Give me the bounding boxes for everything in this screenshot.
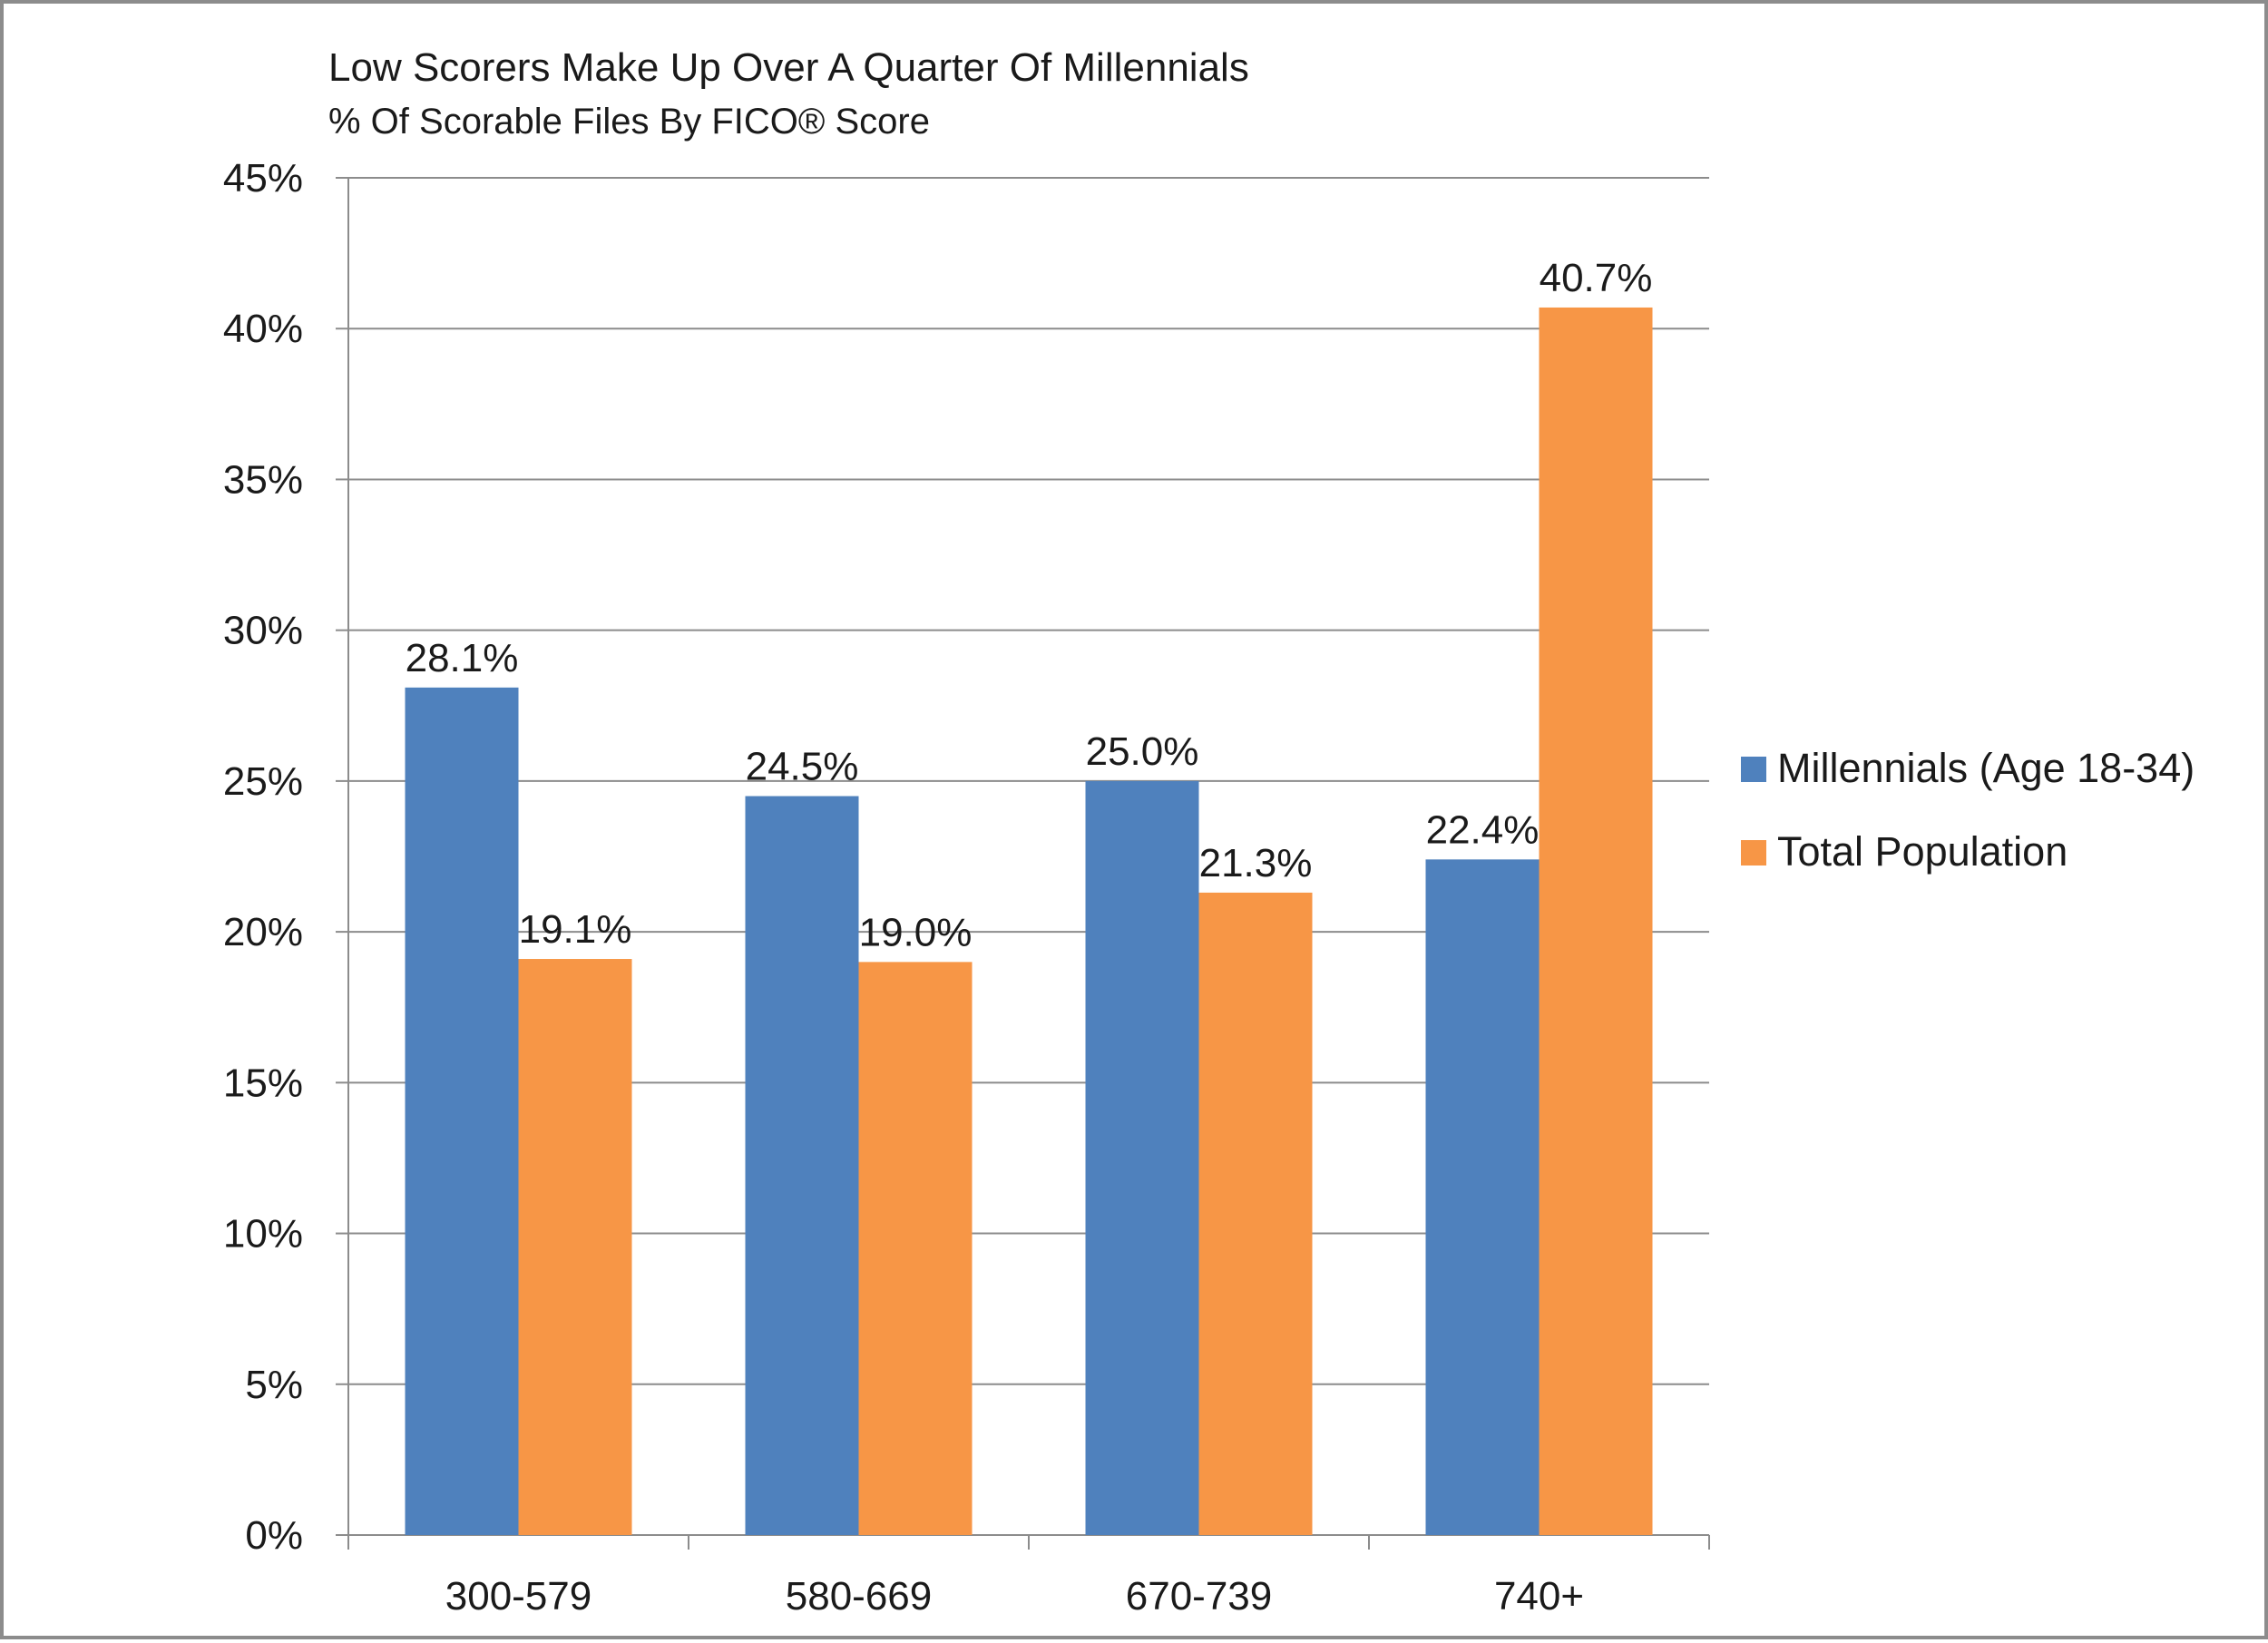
y-tick-label: 25% [223, 759, 303, 804]
bar-580-669-millennials [745, 796, 859, 1535]
data-label: 24.5% [746, 745, 859, 789]
chart-title: Low Scorers Make Up Over A Quarter Of Mi… [328, 45, 1249, 90]
bar-670-739-millennials [1085, 780, 1199, 1535]
bar-300-579-total-population [518, 959, 632, 1535]
data-labels: 28.1% 24.5% 25.0% 22.4% 19.1% 19.0% 21.3% 40.7% [406, 256, 1653, 954]
legend-swatch [1741, 840, 1766, 866]
y-tick-label: 35% [223, 457, 303, 502]
data-label: 19.1% [519, 907, 632, 952]
x-tick-label: 300-579 [445, 1574, 591, 1619]
y-tick-label: 0% [245, 1513, 303, 1558]
x-tick-label: 740+ [1494, 1574, 1584, 1619]
axes: 0% 5% 10% 15% 20% 25% 30% 35% 40% 45% 300-579 580-6… [223, 156, 1710, 1619]
y-tick-label: 15% [223, 1061, 303, 1105]
bar-300-579-millennials [405, 687, 519, 1535]
bar-580-669-total-population [858, 962, 973, 1535]
y-tick-label: 5% [245, 1363, 303, 1407]
data-label: 28.1% [406, 636, 519, 680]
legend-label: Millennials (Age 18-34) [1777, 745, 2195, 791]
legend-swatch [1741, 757, 1766, 782]
y-tick-label: 30% [223, 609, 303, 653]
x-tick-label: 580-669 [786, 1574, 932, 1619]
data-label: 21.3% [1199, 841, 1313, 885]
data-label: 19.0% [859, 910, 973, 954]
y-tick-label: 45% [223, 156, 303, 200]
data-label: 22.4% [1426, 807, 1540, 852]
x-tick-label: 670-739 [1126, 1574, 1272, 1619]
data-label: 40.7% [1540, 256, 1653, 300]
y-tick-label: 20% [223, 910, 303, 954]
bars [405, 307, 1653, 1535]
bar-740+-total-population [1539, 307, 1653, 1535]
legend: Millennials (Age 18-34) Total Population [1741, 745, 2195, 875]
bar-chart: Low Scorers Make Up Over A Quarter Of Mi… [223, 45, 2195, 1619]
chart-subtitle: % Of Scorable Files By FICO® Score [328, 102, 930, 142]
y-tick-label: 40% [223, 307, 303, 351]
bar-670-739-total-population [1198, 892, 1313, 1535]
data-label: 25.0% [1086, 729, 1199, 774]
bar-740+-millennials [1425, 859, 1540, 1535]
legend-label: Total Population [1777, 828, 2068, 875]
y-tick-label: 10% [223, 1212, 303, 1257]
